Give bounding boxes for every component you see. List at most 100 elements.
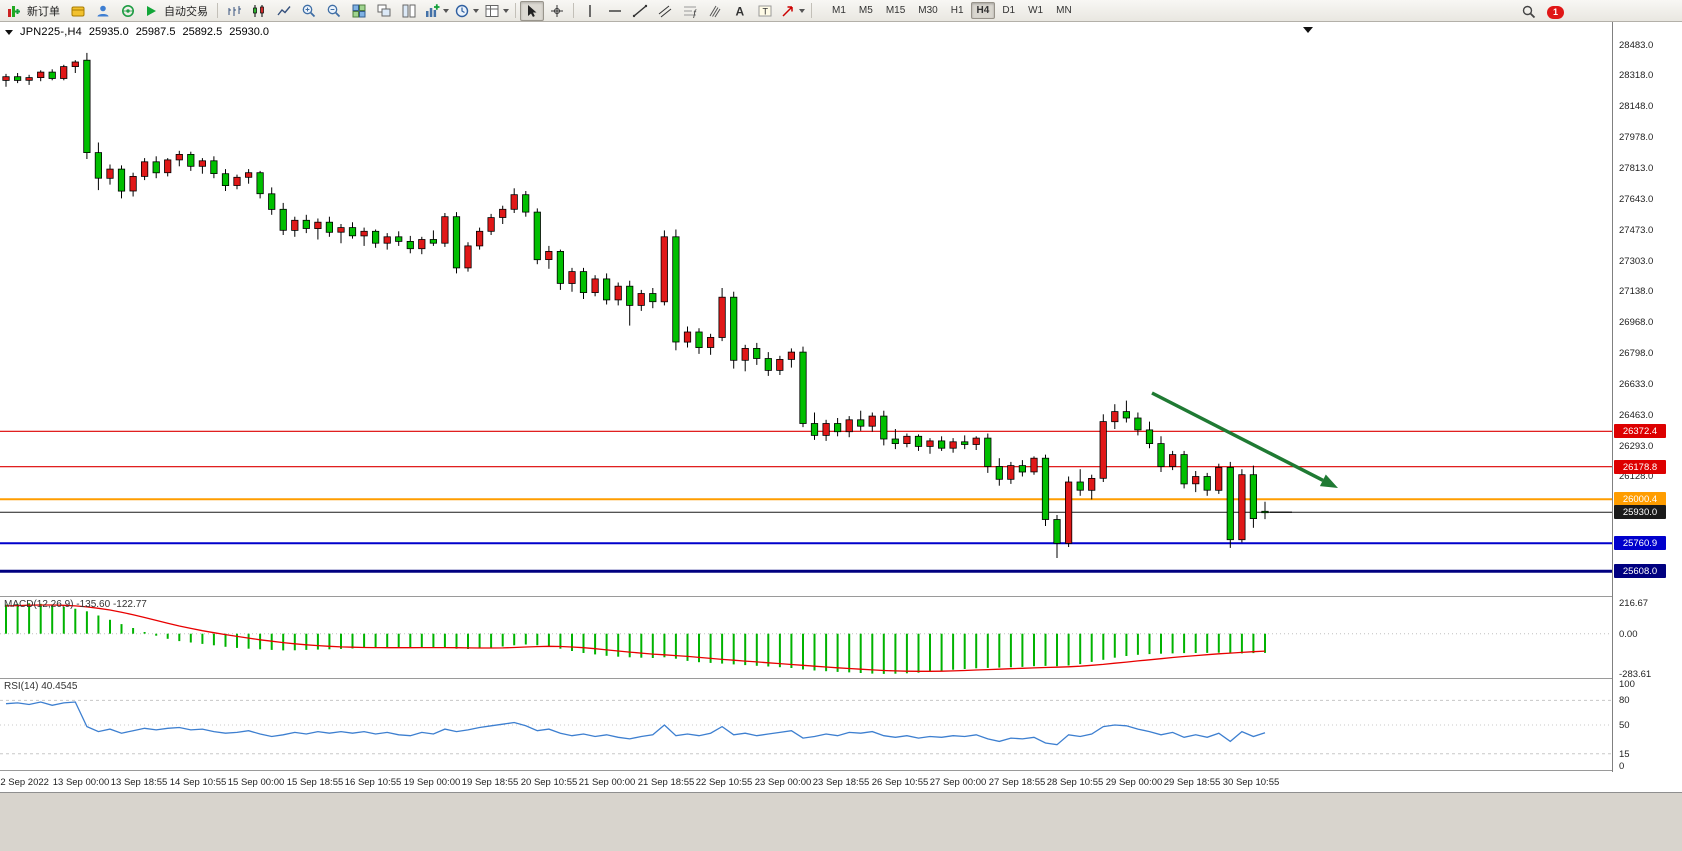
- price-tag-resistance-2: 26178.8: [1614, 460, 1666, 474]
- rsi-label: RSI(14) 40.4545: [4, 681, 78, 692]
- candlestick-chart-button[interactable]: [247, 1, 271, 21]
- price-tick: 26798.0: [1619, 348, 1654, 359]
- macd-canvas[interactable]: [0, 597, 1612, 678]
- price-tick: 27813.0: [1619, 163, 1654, 174]
- price-tick: 28483.0: [1619, 40, 1654, 51]
- toolbar-right: 1: [1517, 2, 1564, 22]
- rsi-axis-tick: 80: [1619, 695, 1630, 706]
- channel-tool-button[interactable]: [653, 1, 677, 21]
- new-order-label: 新订单: [27, 5, 60, 18]
- price-tick: 26968.0: [1619, 317, 1654, 328]
- horizontal-line-icon: [609, 9, 621, 12]
- auto-trading-button[interactable]: 自动交易: [141, 1, 213, 21]
- signal-globe-icon: [122, 4, 134, 17]
- time-tick: 14 Sep 10:55: [169, 777, 227, 788]
- community-button[interactable]: [91, 1, 115, 21]
- vertical-line-tool-button[interactable]: [578, 1, 602, 21]
- cursor-icon: [528, 4, 537, 17]
- chart-autoscroll-icon[interactable]: [1303, 27, 1313, 33]
- toolbar-separator: [811, 3, 812, 18]
- fibonacci-tool-button[interactable]: ƒ: [678, 1, 702, 21]
- time-axis[interactable]: 12 Sep 2022 13 Sep 00:00 13 Sep 18:55 14 Se…: [0, 771, 1612, 792]
- panel-divider[interactable]: [0, 678, 1682, 679]
- play-icon: [147, 5, 156, 16]
- tile-vertical-button[interactable]: [397, 1, 421, 21]
- time-tick: 19 Sep 00:00: [403, 777, 461, 788]
- panel-divider[interactable]: [0, 596, 1682, 597]
- price-axis[interactable]: 28483.0 28318.0 28148.0 27978.0 27813.0 27643…: [1612, 22, 1682, 772]
- cursor-tool-button[interactable]: [520, 0, 544, 21]
- signals-button[interactable]: [116, 1, 140, 21]
- chart-header: JPN225-,H4 25935.0 25987.5 25892.5 25930…: [5, 26, 269, 38]
- tile-windows-button[interactable]: [347, 1, 371, 21]
- price-tick: 26463.0: [1619, 410, 1654, 421]
- periods-button[interactable]: [452, 1, 481, 21]
- time-tick: 21 Sep 18:55: [637, 777, 695, 788]
- crosshair-icon: [551, 4, 563, 17]
- cascade-windows-button[interactable]: [372, 1, 396, 21]
- channel-icon: [658, 5, 672, 17]
- trendline-tool-button[interactable]: [628, 1, 652, 21]
- price-tick: 28148.0: [1619, 101, 1654, 112]
- andrews-pitchfork-icon: [709, 5, 721, 17]
- time-tick: 16 Sep 10:55: [344, 777, 402, 788]
- timeframe-h1-button[interactable]: H1: [950, 5, 964, 16]
- zoom-out-button[interactable]: [322, 1, 346, 21]
- time-tick: 12 Sep 2022: [0, 777, 49, 788]
- search-button[interactable]: [1517, 2, 1541, 22]
- search-icon: [1522, 5, 1536, 19]
- timeframe-m1-button[interactable]: M1: [832, 5, 846, 16]
- quote-close: 25930.0: [229, 26, 269, 38]
- toolbar: 新订单 自动交易: [0, 0, 1682, 22]
- trendline-icon: [632, 4, 648, 17]
- new-chart-button[interactable]: [422, 1, 451, 21]
- time-tick: 20 Sep 10:55: [520, 777, 578, 788]
- timeframe-m30-button[interactable]: M30: [918, 5, 938, 16]
- vertical-line-icon: [589, 4, 591, 17]
- time-tick: 21 Sep 00:00: [578, 777, 636, 788]
- horizontal-line-tool-button[interactable]: [603, 1, 627, 21]
- zoom-in-button[interactable]: [297, 1, 321, 21]
- rsi-canvas[interactable]: [0, 679, 1612, 770]
- svg-text:T: T: [763, 6, 769, 16]
- crosshair-tool-button[interactable]: [545, 1, 569, 21]
- price-tick: 28318.0: [1619, 70, 1654, 81]
- price-tick: 27138.0: [1619, 286, 1654, 297]
- timeframe-mn-button[interactable]: MN: [1056, 5, 1072, 16]
- timeframe-h4-button[interactable]: H4: [970, 2, 996, 19]
- timeframe-m15-button[interactable]: M15: [885, 5, 906, 16]
- price-tick: 27978.0: [1619, 132, 1654, 143]
- rsi-axis-tick: 50: [1619, 720, 1630, 731]
- pitchfork-tool-button[interactable]: [703, 1, 727, 21]
- deposit-button[interactable]: [66, 1, 90, 21]
- price-tag-support-2: 25608.0: [1614, 564, 1666, 578]
- price-tick: 26293.0: [1619, 441, 1654, 452]
- time-tick: 15 Sep 00:00: [227, 777, 285, 788]
- cascade-windows-icon: [377, 4, 391, 16]
- price-tag-current-price: 25930.0: [1614, 505, 1666, 519]
- timeframe-w1-button[interactable]: W1: [1028, 5, 1044, 16]
- svg-text:ƒ: ƒ: [692, 8, 697, 18]
- timeframe-d1-button[interactable]: D1: [1002, 5, 1016, 16]
- clock-icon: [455, 4, 469, 17]
- price-tick: 27303.0: [1619, 256, 1654, 267]
- price-chart-canvas[interactable]: [0, 22, 1612, 596]
- line-chart-button[interactable]: [272, 1, 296, 21]
- text-tool-button[interactable]: A: [728, 1, 752, 21]
- arrows-tool-button[interactable]: [778, 1, 807, 21]
- time-tick: 19 Sep 18:55: [461, 777, 519, 788]
- label-tool-button[interactable]: T: [753, 1, 777, 21]
- rsi-axis-tick: 15: [1619, 749, 1630, 760]
- quote-high: 25987.5: [135, 26, 176, 38]
- chevron-down-icon: [799, 8, 805, 13]
- bar-chart-button[interactable]: [222, 1, 246, 21]
- quote-panel-toggle-icon[interactable]: [5, 29, 13, 35]
- template-icon: [485, 4, 499, 17]
- new-order-button[interactable]: 新订单: [4, 1, 65, 21]
- price-tag-pivot: 26000.4: [1614, 492, 1666, 506]
- timeframe-m5-button[interactable]: M5: [858, 5, 873, 16]
- price-tick: 27643.0: [1619, 194, 1654, 205]
- toolbar-separator: [515, 3, 516, 18]
- templates-button[interactable]: [482, 1, 511, 21]
- notification-badge[interactable]: 1: [1547, 5, 1564, 19]
